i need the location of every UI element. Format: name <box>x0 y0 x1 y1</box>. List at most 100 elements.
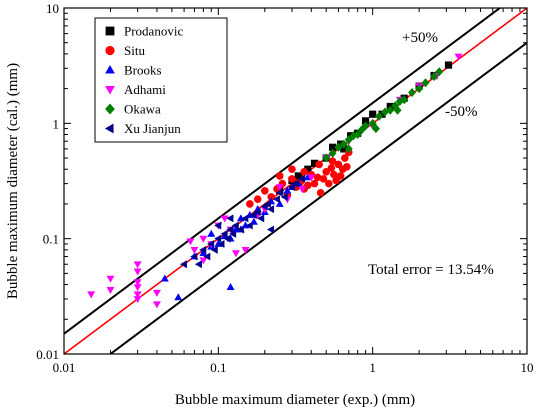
reference-line <box>108 41 527 354</box>
data-point-okawa <box>408 88 417 98</box>
lower-band-label: -50% <box>445 104 478 120</box>
data-point-adhami <box>275 184 284 192</box>
data-point-brooks <box>226 282 235 291</box>
data-point-okawa <box>328 148 337 158</box>
data-point-xu-jianjun <box>207 239 215 248</box>
data-point-xu-jianjun <box>253 208 261 217</box>
data-point-adhami <box>199 257 208 265</box>
data-point-adhami <box>199 235 208 243</box>
data-point-xu-jianjun <box>226 225 234 234</box>
data-point-xu-jianjun <box>226 214 234 223</box>
data-point-xu-jianjun <box>245 221 253 230</box>
data-point-okawa <box>421 78 430 88</box>
data-point-adhami <box>106 286 115 294</box>
data-point-situ <box>316 188 325 197</box>
data-point-situ <box>310 179 319 188</box>
total-error-label: Total error = 13.54% <box>368 262 494 278</box>
data-point-situ <box>330 170 338 179</box>
y-tick-label: 0.1 <box>43 232 59 247</box>
data-point-xu-jianjun <box>236 225 244 234</box>
legend-label-okawa: Okawa <box>124 102 161 117</box>
x-tick-label: 0.1 <box>210 360 226 375</box>
data-point-brooks <box>174 293 183 301</box>
data-point-adhami <box>133 268 142 276</box>
y-tick-label: 0.01 <box>36 347 59 362</box>
data-point-okawa <box>400 95 409 105</box>
legend-marker-xu-jianjun <box>104 123 114 134</box>
data-point-adhami <box>220 215 229 223</box>
data-point-adhami <box>307 174 316 182</box>
data-point-okawa <box>334 142 343 152</box>
data-point-okawa <box>375 111 384 121</box>
data-point-brooks <box>207 229 216 237</box>
data-point-xu-jianjun <box>190 252 198 261</box>
data-point-adhami <box>133 296 142 304</box>
data-point-adhami <box>87 291 96 299</box>
data-point-situ <box>300 168 308 176</box>
data-point-situ <box>246 200 254 208</box>
data-point-prodanovic <box>444 61 453 69</box>
data-point-adhami <box>241 246 250 254</box>
data-point-situ <box>336 172 345 180</box>
x-tick-label: 0.01 <box>53 360 76 375</box>
data-point-xu-jianjun <box>267 205 275 214</box>
data-point-brooks <box>160 274 169 282</box>
data-point-xu-jianjun <box>287 183 295 192</box>
legend-marker-brooks <box>105 64 115 74</box>
legend-label-adhami: Adhami <box>124 82 166 97</box>
data-point-prodanovic <box>328 143 337 151</box>
data-point-situ <box>327 164 336 172</box>
x-tick-label: 10 <box>521 360 534 375</box>
data-point-situ <box>315 160 323 169</box>
data-point-situ <box>288 175 296 183</box>
data-point-xu-jianjun <box>199 245 207 254</box>
data-point-xu-jianjun <box>257 214 265 223</box>
data-point-brooks <box>231 225 240 233</box>
data-point-xu-jianjun <box>220 229 228 238</box>
data-point-okawa <box>361 121 370 131</box>
data-point-brooks <box>236 214 245 222</box>
x-axis-title: Bubble maximum diameter (exp.) (mm) <box>175 392 415 408</box>
data-point-okawa <box>339 139 348 149</box>
data-point-brooks <box>283 186 292 194</box>
data-point-okawa <box>386 105 395 115</box>
data-point-xu-jianjun <box>280 192 288 201</box>
data-point-xu-jianjun <box>231 221 239 230</box>
data-point-okawa <box>435 67 444 77</box>
data-point-okawa <box>344 135 353 145</box>
data-point-xu-jianjun <box>223 234 231 243</box>
data-point-xu-jianjun <box>292 179 300 188</box>
data-points <box>87 53 463 309</box>
data-point-xu-jianjun <box>272 195 280 204</box>
data-point-xu-jianjun <box>275 188 283 197</box>
data-point-xu-jianjun <box>241 214 249 223</box>
legend-label-xu-jianjun: Xu Jianjun <box>124 121 181 136</box>
data-point-xu-jianjun <box>249 211 257 220</box>
data-point-okawa <box>430 71 439 81</box>
data-point-okawa <box>395 96 404 106</box>
legend-marker-okawa <box>105 103 115 115</box>
data-point-situ <box>253 195 262 203</box>
data-point-xu-jianjun <box>210 245 218 254</box>
data-point-adhami <box>190 246 199 254</box>
data-point-adhami <box>133 261 142 269</box>
data-point-xu-jianjun <box>263 199 271 208</box>
data-point-xu-jianjun <box>214 234 222 243</box>
legend-label-brooks: Brooks <box>124 63 162 78</box>
data-point-okawa <box>371 124 380 134</box>
data-point-situ <box>267 193 275 201</box>
legend-label-prodanovic: Prodanovic <box>124 24 183 39</box>
legend-box <box>94 17 228 143</box>
data-point-xu-jianjun <box>217 239 225 248</box>
data-point-adhami <box>133 291 142 299</box>
data-point-situ <box>288 165 296 174</box>
y-axis-title: Bubble maximum diameter (cal.) (mm) <box>5 63 21 299</box>
data-point-xu-jianjun <box>214 221 222 230</box>
y-tick-label: 10 <box>46 1 59 16</box>
data-point-xu-jianjun <box>203 252 211 261</box>
data-point-adhami <box>106 275 115 283</box>
data-point-xu-jianjun <box>229 229 237 238</box>
data-point-situ <box>304 181 312 190</box>
data-point-okawa <box>353 130 362 140</box>
